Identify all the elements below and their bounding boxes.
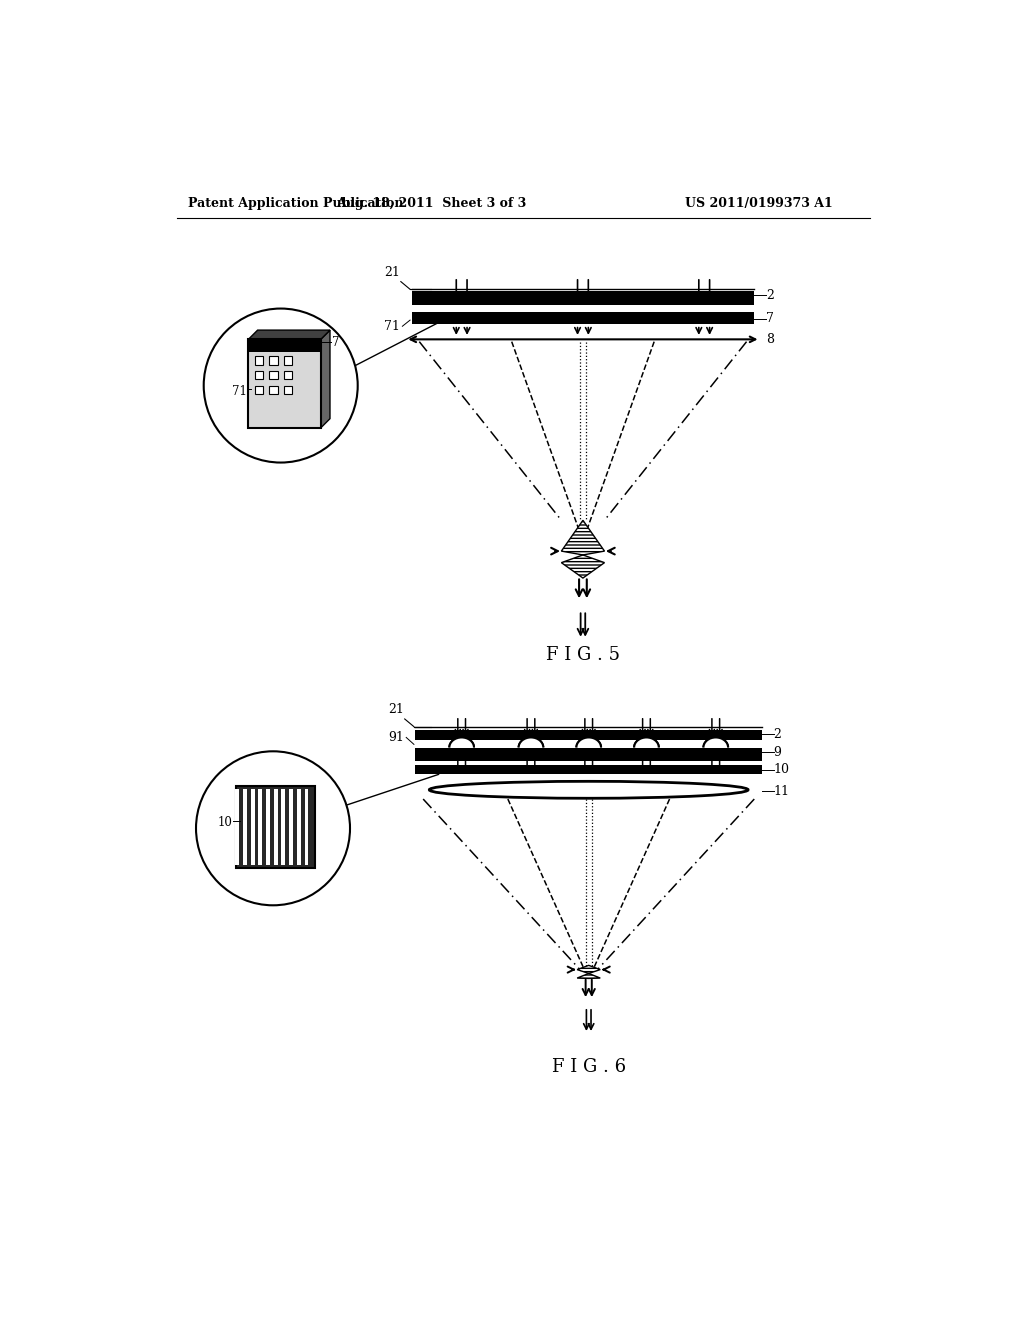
Bar	[255, 356, 263, 364]
Text: 71: 71	[384, 319, 400, 333]
Text: Patent Application Publication: Patent Application Publication	[188, 197, 403, 210]
Bar	[266, 789, 270, 866]
Bar	[416, 766, 762, 775]
Bar	[236, 789, 240, 866]
Bar	[269, 356, 278, 364]
Polygon shape	[561, 554, 604, 578]
Circle shape	[196, 751, 350, 906]
Polygon shape	[518, 738, 544, 747]
Polygon shape	[561, 520, 604, 554]
Text: 21: 21	[388, 702, 403, 715]
Bar	[237, 785, 315, 869]
Text: US 2011/0199373 A1: US 2011/0199373 A1	[685, 197, 833, 210]
Text: 71: 71	[232, 385, 247, 399]
Bar	[273, 789, 278, 866]
Text: 10: 10	[773, 763, 790, 776]
Text: 91: 91	[388, 731, 403, 744]
Polygon shape	[634, 738, 658, 747]
Bar	[251, 789, 255, 866]
Bar	[255, 385, 263, 395]
Text: 10: 10	[217, 816, 232, 829]
Polygon shape	[450, 738, 474, 747]
Bar	[416, 730, 762, 739]
Text: 8: 8	[766, 333, 774, 346]
Text: F I G . 6: F I G . 6	[552, 1059, 626, 1076]
Bar	[416, 748, 762, 760]
Bar	[284, 371, 292, 379]
Bar	[412, 313, 755, 323]
Bar	[249, 339, 321, 351]
Text: 9: 9	[773, 746, 781, 759]
Polygon shape	[321, 330, 330, 428]
Bar	[282, 789, 286, 866]
Text: 2: 2	[766, 289, 774, 302]
Ellipse shape	[429, 781, 749, 799]
Bar	[269, 385, 278, 395]
Text: 7: 7	[332, 335, 339, 348]
Text: Aug. 18, 2011  Sheet 3 of 3: Aug. 18, 2011 Sheet 3 of 3	[336, 197, 526, 210]
Bar	[284, 385, 292, 395]
Polygon shape	[249, 330, 330, 339]
Polygon shape	[578, 973, 600, 978]
Bar	[289, 789, 293, 866]
Polygon shape	[577, 738, 601, 747]
Polygon shape	[703, 738, 728, 747]
Bar	[258, 789, 262, 866]
Bar	[243, 789, 247, 866]
Bar	[249, 339, 321, 428]
Bar	[269, 371, 278, 379]
Bar	[255, 371, 263, 379]
Polygon shape	[578, 965, 600, 973]
Text: F I G . 5: F I G . 5	[546, 645, 620, 664]
Text: 2: 2	[773, 727, 781, 741]
Bar	[412, 290, 755, 305]
Text: 7: 7	[766, 312, 774, 325]
Bar	[304, 789, 308, 866]
Bar	[284, 356, 292, 364]
Circle shape	[204, 309, 357, 462]
Text: 21: 21	[384, 265, 400, 279]
Bar	[297, 789, 301, 866]
Text: 11: 11	[773, 785, 790, 797]
